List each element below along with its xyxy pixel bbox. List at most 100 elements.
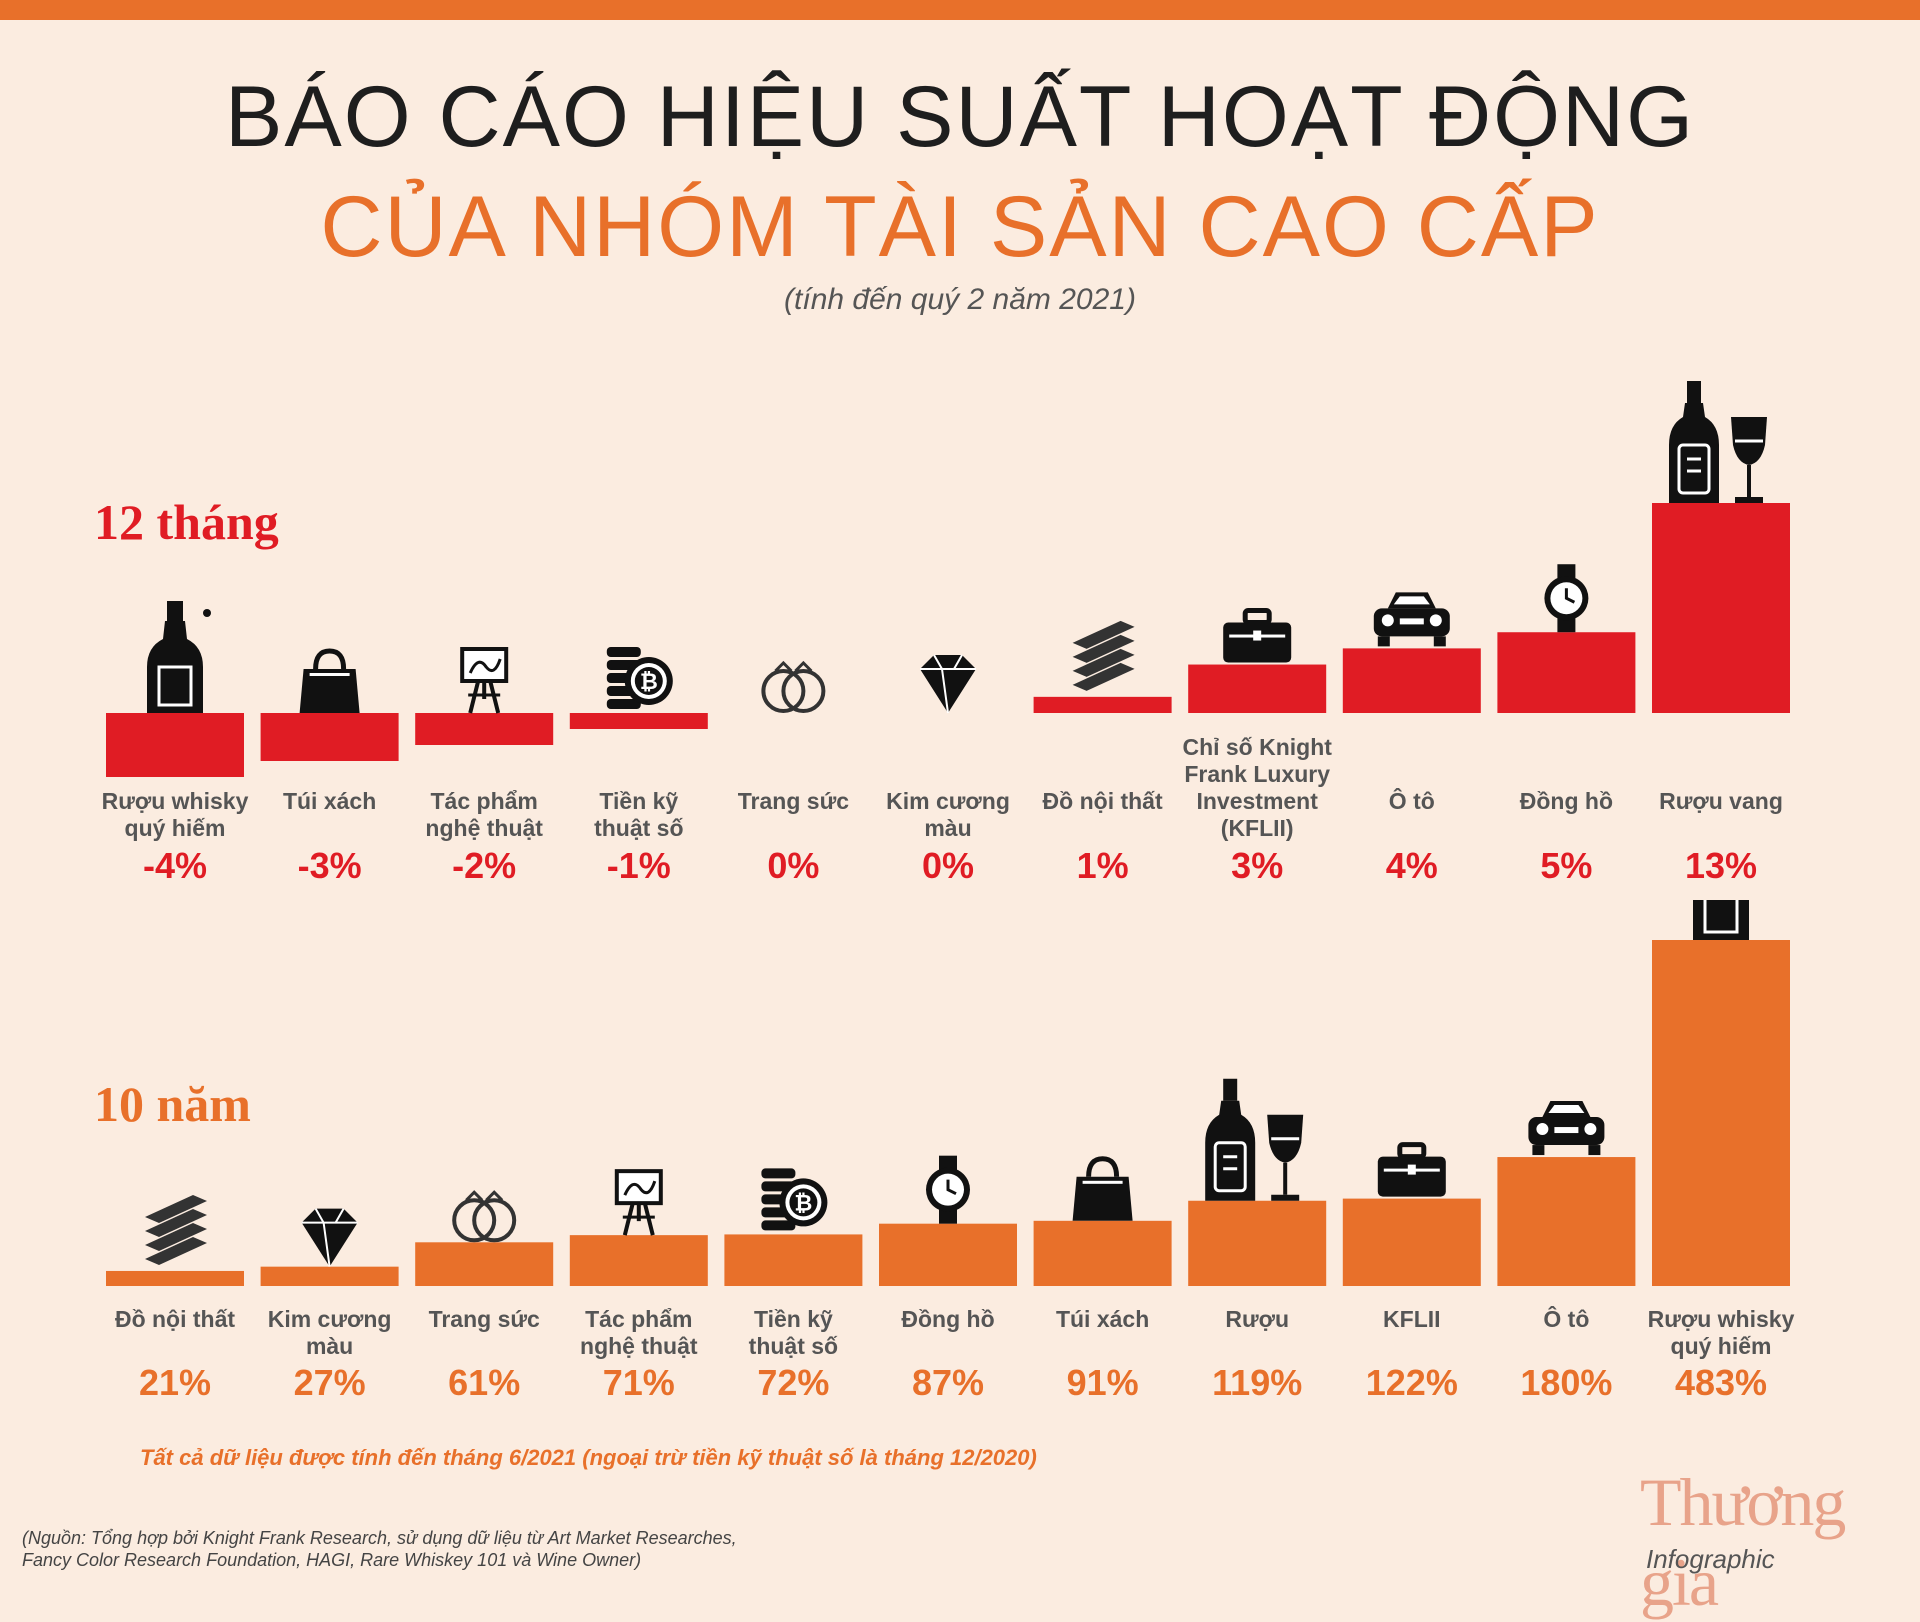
category-label: Túi xách: [283, 788, 376, 814]
bitcoin-coins-icon: ₿: [606, 647, 673, 709]
car-icon: [1373, 592, 1450, 647]
category-label: Rượu: [1225, 1306, 1289, 1332]
category-label: Rượu whisky quý hiếm: [102, 788, 249, 841]
chart-bar: [1652, 940, 1790, 1286]
category-label: Tác phẩm nghệ thuật: [580, 1306, 698, 1359]
value-label: 87%: [912, 1362, 984, 1400]
category-label: Chỉ số Knight Frank Luxury Investment (KFLI…: [1182, 734, 1332, 841]
easel-icon: [460, 647, 509, 714]
value-label: 122%: [1366, 1362, 1458, 1400]
wine-bottle-glass-icon: [1205, 1078, 1304, 1201]
easel-icon: [614, 1169, 663, 1236]
watch-icon: [1544, 564, 1589, 633]
wine-bottle-glass-icon: [1669, 381, 1767, 503]
category-label: Trang sức: [738, 788, 849, 814]
bitcoin-coins-icon: ₿: [761, 1168, 828, 1231]
category-label: Trang sức: [429, 1306, 540, 1332]
value-label: -4%: [143, 845, 207, 880]
section-title-10-years: 10 năm: [94, 1076, 251, 1132]
page-title: BÁO CÁO HIỆU SUẤT HOẠT ĐỘNG: [224, 69, 1696, 165]
category-label: Kim cương màu: [886, 788, 1010, 841]
brand-logo: Thương gia: [1640, 1464, 1846, 1620]
footnote: Tất cả dữ liệu được tính đến tháng 6/202…: [140, 1445, 1037, 1470]
svg-text:₿: ₿: [640, 669, 658, 694]
category-label: Đồ nội thất: [115, 1306, 235, 1332]
page-subtitle: (tính đến quý 2 năm 2021): [784, 283, 1136, 316]
value-label: 21%: [139, 1362, 211, 1400]
value-label: 119%: [1212, 1362, 1302, 1400]
source-line: (Nguồn: Tổng hợp bởi Knight Frank Resear…: [22, 1528, 737, 1548]
briefcase-icon: [1223, 608, 1292, 663]
value-label: 71%: [603, 1362, 675, 1400]
category-label: Rượu vang: [1659, 788, 1783, 814]
category-label: Tác phẩm nghệ thuật: [425, 788, 543, 841]
value-label: 4%: [1386, 845, 1438, 880]
chart-bar: [569, 713, 708, 729]
value-label: 0%: [922, 845, 974, 880]
chart-bar: [1497, 632, 1636, 713]
chart-bar: [1188, 664, 1327, 713]
category-label: Kim cương màu: [268, 1306, 392, 1359]
chart-bar: [415, 713, 554, 745]
value-label: 13%: [1685, 845, 1757, 880]
brand-subtitle: Infographic: [1646, 1544, 1775, 1574]
rings-icon: [761, 660, 826, 713]
furniture-slabs-icon: [1072, 620, 1135, 691]
category-label: Tiền kỹ thuật số: [749, 1306, 838, 1359]
chart-bar: [1033, 1220, 1172, 1286]
handbag-icon: [1072, 1156, 1133, 1221]
category-label: Đồ nội thất: [1043, 788, 1163, 814]
value-label: -2%: [452, 845, 516, 880]
value-label: -3%: [298, 845, 362, 880]
diamond-icon: [301, 1208, 358, 1267]
chart-bar: [1033, 696, 1172, 713]
value-label: -1%: [607, 845, 671, 880]
value-label: 61%: [448, 1362, 520, 1400]
handbag-icon: [299, 648, 360, 713]
chart-bar: [260, 713, 399, 761]
chart-bar: [879, 1223, 1017, 1286]
chart-bar: [724, 1234, 863, 1286]
svg-text:₿: ₿: [794, 1190, 812, 1215]
briefcase-icon: [1377, 1142, 1446, 1197]
diamond-icon: [920, 654, 976, 714]
value-label: 3%: [1231, 845, 1283, 880]
source-note: (Nguồn: Tổng hợp bởi Knight Frank Resear…: [22, 1527, 922, 1571]
value-label: 5%: [1540, 845, 1592, 880]
chart-bar: [1497, 1157, 1636, 1286]
category-label: KFLII: [1383, 1306, 1441, 1332]
whisky-bottle-icon: [1693, 900, 1749, 940]
category-label: Túi xách: [1056, 1306, 1149, 1332]
furniture-slabs-icon: [145, 1194, 207, 1265]
category-label: Ô tô: [1543, 1305, 1589, 1332]
whisky-bottle-icon: [147, 601, 211, 713]
value-label: 1%: [1077, 845, 1129, 880]
chart-bar: [1342, 648, 1481, 713]
chart-bar: [1188, 1200, 1327, 1286]
chart-bar: [569, 1235, 708, 1286]
source-line: Fancy Color Research Foundation, HAGI, R…: [22, 1550, 642, 1570]
value-label: 483%: [1675, 1362, 1767, 1400]
chart-bar: [260, 1266, 399, 1286]
watch-icon: [926, 1155, 970, 1224]
chart-12-months: Rượu whisky quý hiếm -4% Túi xách -3% Tác phẩ…: [102, 381, 1790, 880]
section-title-12-months: 12 tháng: [94, 494, 279, 550]
chart-bar: [1652, 503, 1790, 713]
chart-bar: [106, 713, 244, 777]
rings-icon: [452, 1190, 517, 1243]
value-label: 72%: [757, 1362, 829, 1400]
category-label: Đồng hồ: [901, 1306, 994, 1332]
page-title-highlight: CỦA NHÓM TÀI SẢN CAO CẤP: [320, 179, 1600, 275]
value-label: 91%: [1067, 1362, 1139, 1400]
value-label: 0%: [767, 845, 819, 880]
value-label: 27%: [294, 1362, 366, 1400]
value-label: 180%: [1520, 1362, 1612, 1400]
chart-bar: [415, 1242, 554, 1286]
car-icon: [1528, 1101, 1605, 1156]
category-label: Tiền kỹ thuật số: [594, 788, 683, 841]
category-label: Ô tô: [1389, 787, 1435, 814]
chart-bar: [106, 1270, 244, 1286]
top-accent-bar: [0, 0, 1920, 20]
category-label: Đồng hồ: [1520, 788, 1613, 814]
